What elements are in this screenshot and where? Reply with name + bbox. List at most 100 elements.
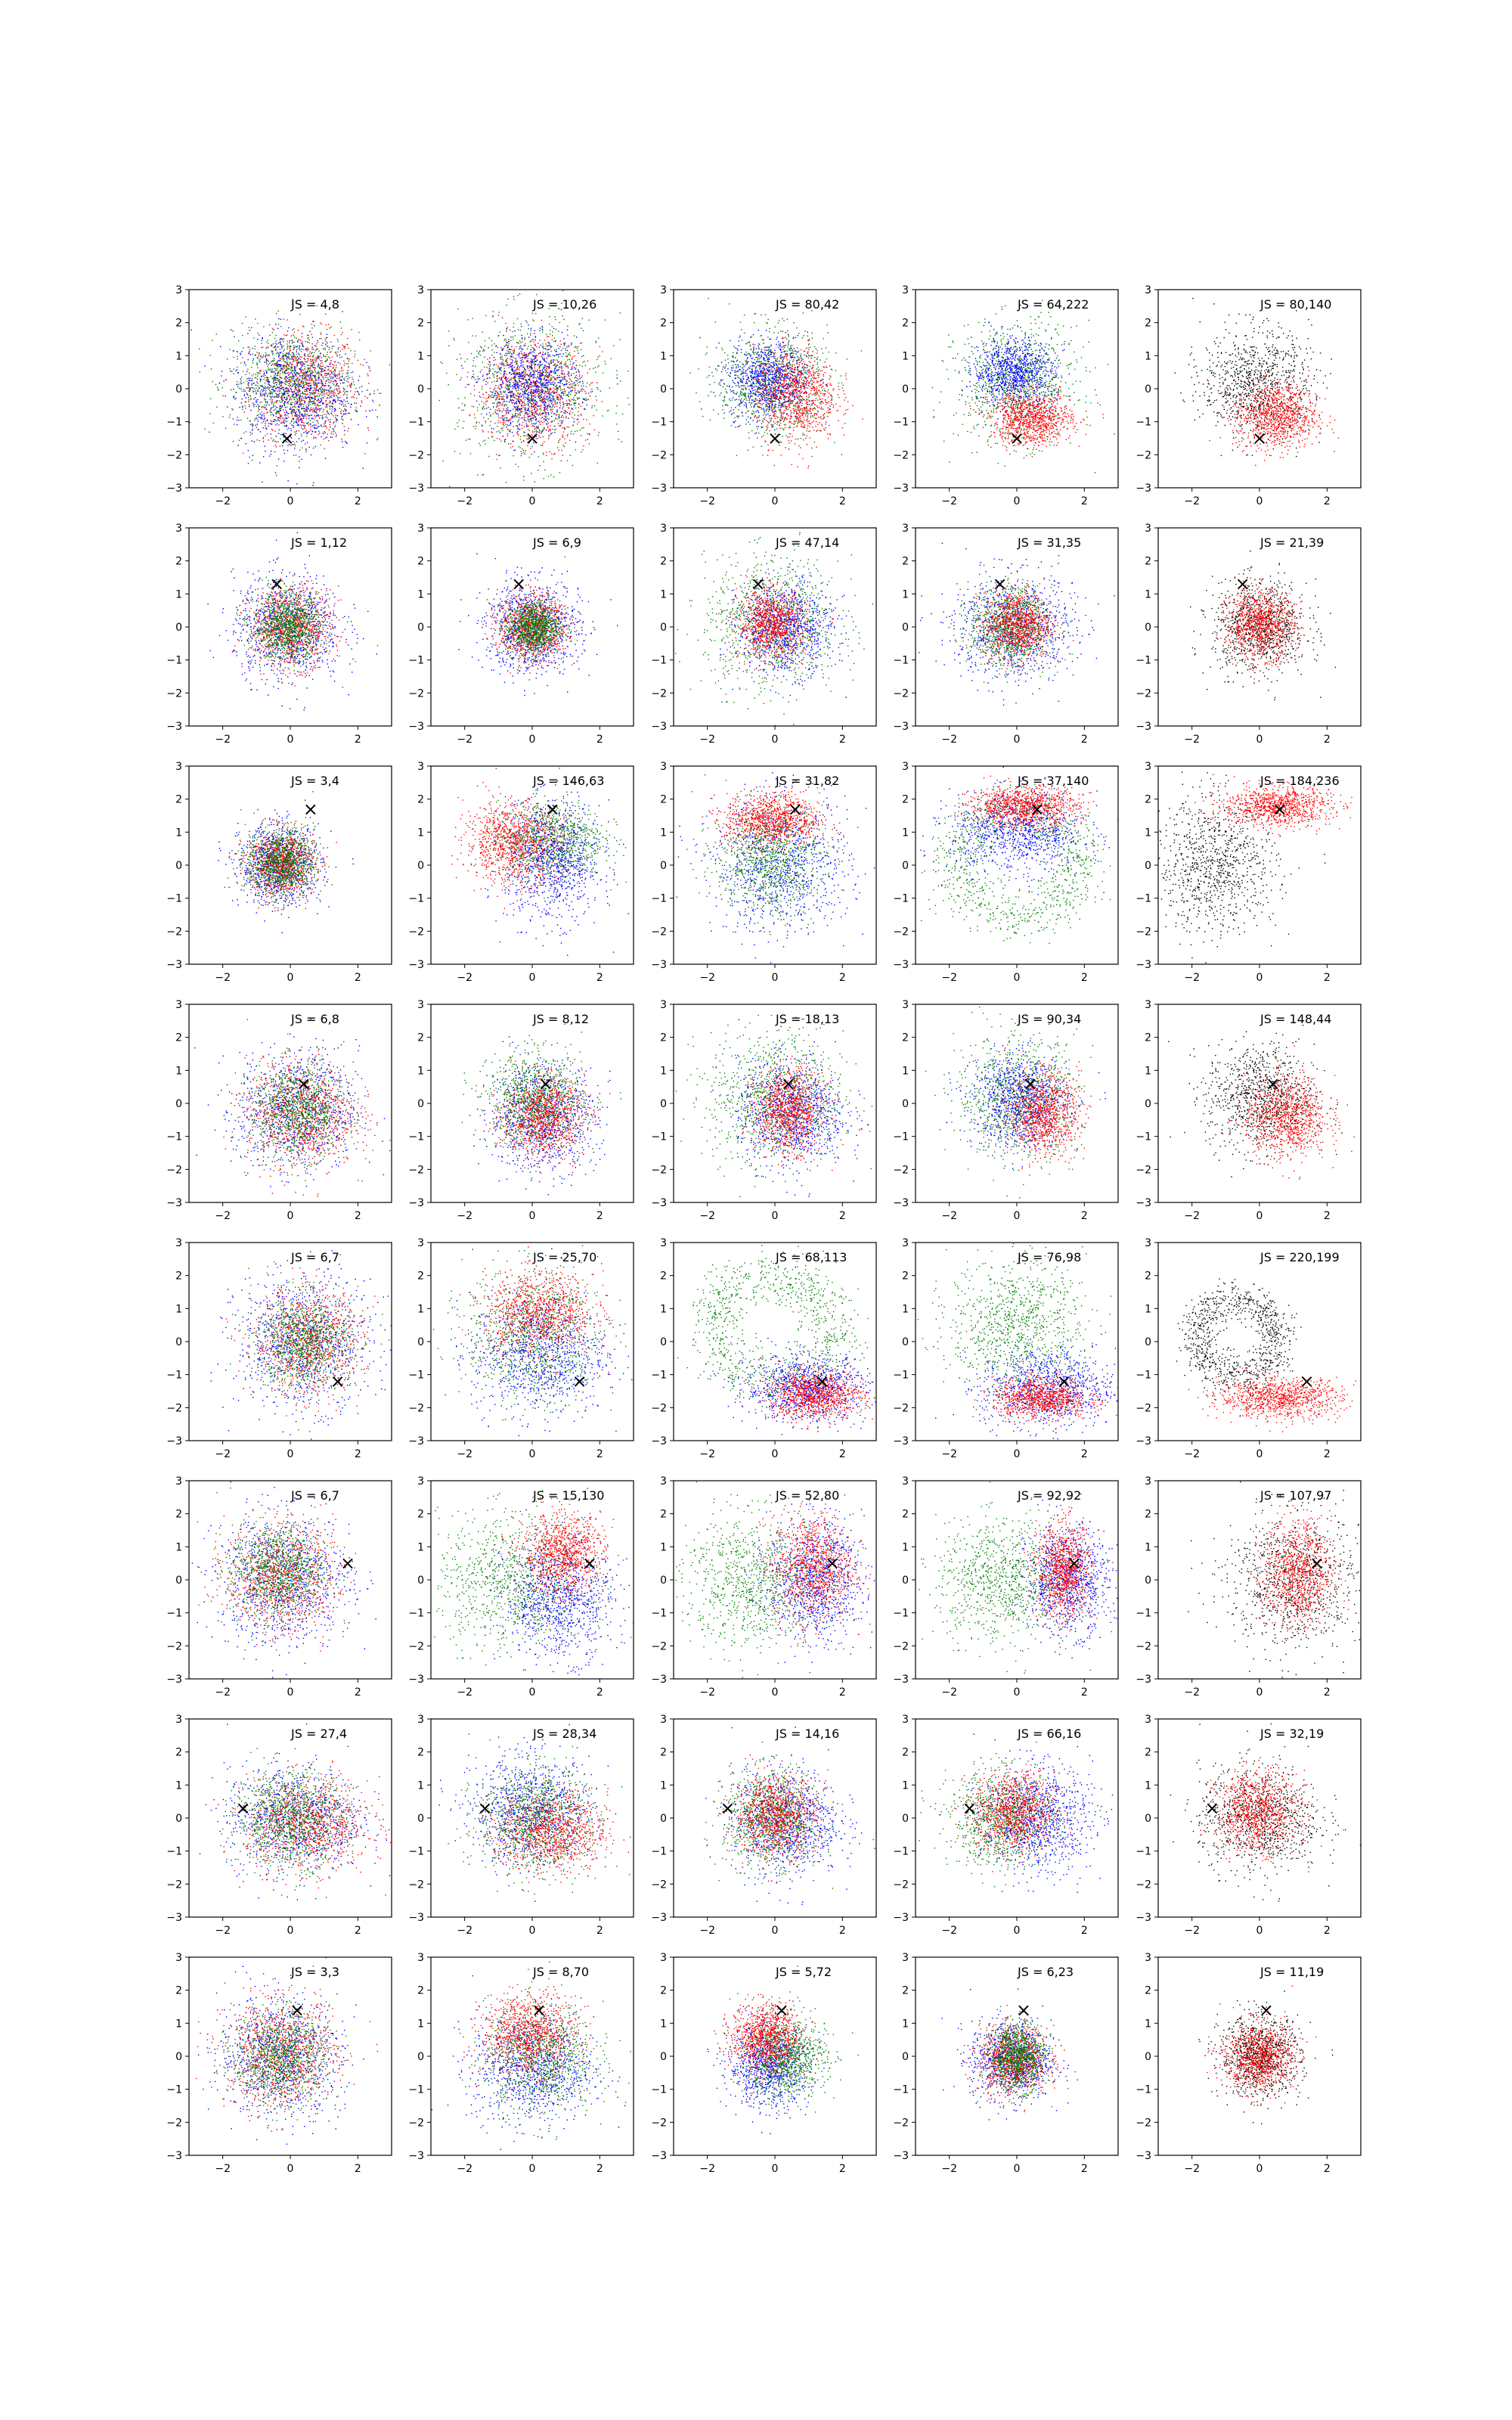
scatter-point bbox=[531, 392, 532, 393]
scatter-point bbox=[290, 376, 291, 377]
scatter-point bbox=[242, 409, 243, 410]
scatter-point bbox=[554, 420, 555, 421]
scatter-point bbox=[291, 424, 292, 425]
scatter-point bbox=[252, 384, 253, 385]
scatter-point bbox=[249, 380, 250, 381]
scatter-point bbox=[284, 355, 285, 356]
scatter-point bbox=[297, 419, 298, 420]
scatter-point bbox=[508, 413, 509, 414]
scatter-point bbox=[238, 340, 239, 341]
scatter-point bbox=[296, 398, 297, 399]
scatter-point bbox=[318, 400, 319, 401]
scatter-point bbox=[464, 397, 465, 398]
scatter-point bbox=[302, 379, 303, 380]
scatter-point bbox=[532, 371, 533, 372]
scatter-point bbox=[340, 401, 341, 402]
scatter-point bbox=[335, 376, 336, 377]
scatter-point bbox=[482, 350, 483, 351]
scatter-point bbox=[551, 377, 552, 378]
scatter-point bbox=[341, 334, 342, 335]
scatter-point bbox=[269, 390, 270, 391]
scatter-point bbox=[297, 380, 298, 381]
scatter-point bbox=[555, 402, 556, 403]
scatter-point bbox=[549, 392, 550, 393]
scatter-point bbox=[303, 417, 304, 418]
scatter-point bbox=[289, 383, 290, 384]
scatter-point bbox=[508, 353, 509, 354]
scatter-point bbox=[545, 387, 546, 388]
scatter-point bbox=[461, 410, 462, 411]
scatter-point bbox=[473, 406, 474, 407]
scatter-point bbox=[267, 346, 268, 347]
scatter-point bbox=[264, 373, 265, 374]
scatter-point bbox=[525, 382, 526, 383]
scatter-point bbox=[468, 342, 469, 343]
scatter-point bbox=[289, 381, 290, 382]
scatter-point bbox=[563, 403, 564, 404]
scatter-point bbox=[504, 439, 505, 440]
scatter-point bbox=[515, 397, 516, 398]
scatter-point bbox=[542, 332, 543, 333]
scatter-point bbox=[267, 381, 268, 382]
scatter-point bbox=[299, 369, 300, 370]
scatter-point bbox=[518, 295, 519, 296]
scatter-point bbox=[327, 346, 328, 347]
scatter-point bbox=[256, 362, 257, 363]
scatter-point bbox=[533, 407, 534, 408]
scatter-point bbox=[249, 395, 250, 396]
scatter-point bbox=[266, 348, 267, 349]
scatter-point bbox=[315, 361, 316, 362]
scatter-point bbox=[300, 364, 301, 365]
scatter-point bbox=[287, 373, 288, 374]
scatter-point bbox=[559, 364, 560, 365]
scatter-point bbox=[613, 345, 614, 346]
scatter-point bbox=[522, 371, 523, 372]
scatter-point bbox=[605, 319, 606, 320]
scatter-point bbox=[506, 340, 507, 341]
scatter-point bbox=[538, 393, 539, 394]
scatter-point bbox=[282, 372, 283, 373]
scatter-point bbox=[483, 406, 484, 407]
scatter-point bbox=[287, 378, 288, 379]
scatter-point bbox=[312, 360, 313, 361]
scatter-point bbox=[548, 377, 549, 378]
scatter-point bbox=[251, 367, 252, 368]
scatter-point bbox=[285, 378, 286, 379]
scatter-point bbox=[265, 393, 266, 394]
scatter-point bbox=[532, 410, 533, 411]
scatter-point bbox=[328, 366, 329, 367]
scatter-point bbox=[497, 347, 498, 348]
scatter-point bbox=[491, 340, 492, 341]
scatter-point bbox=[304, 402, 305, 403]
scatter-point bbox=[493, 397, 494, 398]
scatter-point bbox=[535, 364, 536, 365]
scatter-point bbox=[304, 386, 305, 387]
scatter-point bbox=[299, 398, 300, 399]
scatter-point bbox=[469, 414, 470, 415]
scatter-point bbox=[272, 360, 273, 361]
scatter-point bbox=[517, 383, 518, 384]
scatter-point bbox=[348, 403, 349, 404]
scatter-point bbox=[552, 339, 553, 340]
scatter-point bbox=[542, 436, 543, 437]
scatter-point bbox=[530, 386, 531, 387]
scatter-point bbox=[536, 355, 537, 356]
scatter-point bbox=[557, 345, 558, 346]
scatter-point bbox=[274, 363, 275, 364]
scatter-point bbox=[573, 433, 574, 434]
scatter-point bbox=[314, 432, 315, 433]
scatter-point bbox=[288, 368, 289, 369]
scatter-point bbox=[501, 394, 502, 395]
scatter-point bbox=[581, 391, 582, 392]
scatter-point bbox=[289, 395, 290, 396]
y-tick-label: 1 bbox=[175, 350, 182, 362]
scatter-point bbox=[298, 420, 299, 421]
scatter-point bbox=[514, 361, 515, 362]
scatter-point bbox=[548, 435, 549, 436]
scatter-point bbox=[291, 364, 292, 365]
scatter-point bbox=[556, 402, 557, 403]
scatter-point bbox=[275, 368, 276, 369]
scatter-point bbox=[440, 361, 441, 362]
scatter-point bbox=[518, 401, 519, 402]
scatter-point bbox=[278, 360, 279, 361]
